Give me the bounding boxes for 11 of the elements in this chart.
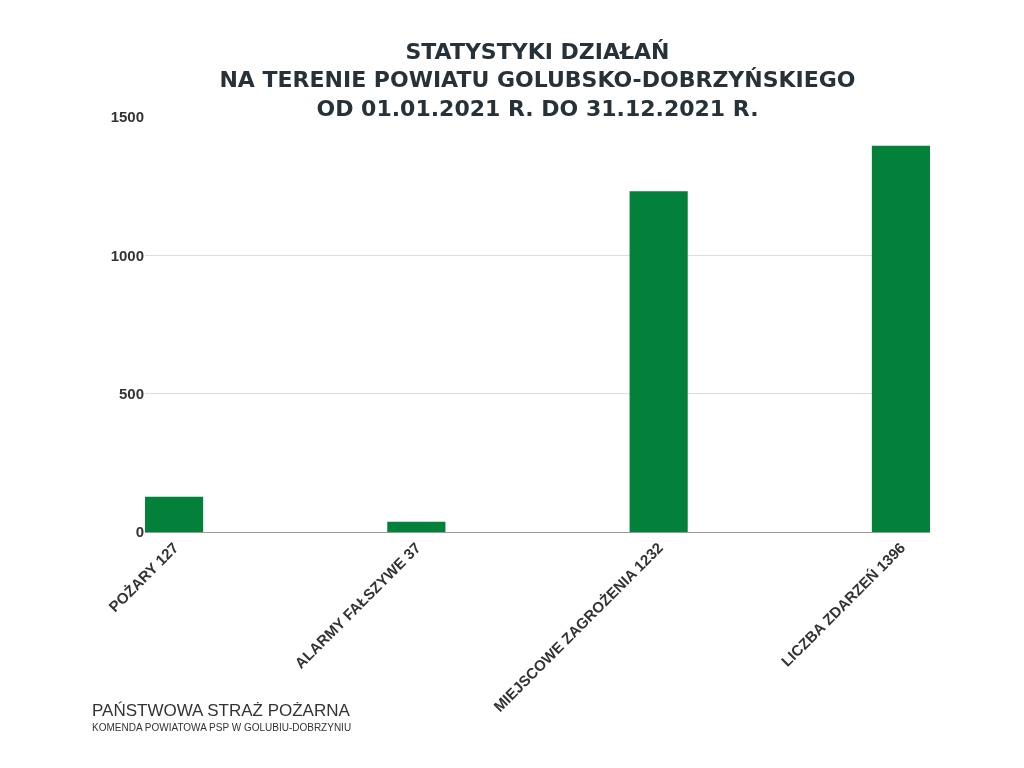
bar bbox=[629, 191, 688, 532]
text: KOMENDA POWIATOWA PSP W GOLUBIU-DOBRZYNIU bbox=[92, 722, 352, 733]
y-tick-label: 0 bbox=[135, 523, 144, 541]
bar bbox=[871, 145, 930, 532]
y-tick-label: 1500 bbox=[110, 108, 144, 126]
chart-title: STATYSTYKI DZIAŁAŃ NA TERENIE POWIATU GOLUBSKO-DOBRZYŃSKIEGO OD 01.01.2021 R. DO 31.12.2021 R. bbox=[219, 38, 856, 121]
text: PAŃSTWOWA STRAŻ POŻARNA bbox=[92, 701, 351, 720]
y-tick-label: 1000 bbox=[110, 246, 144, 264]
bar bbox=[145, 496, 204, 532]
bar bbox=[387, 521, 446, 532]
y-tick-label: 500 bbox=[118, 384, 144, 402]
